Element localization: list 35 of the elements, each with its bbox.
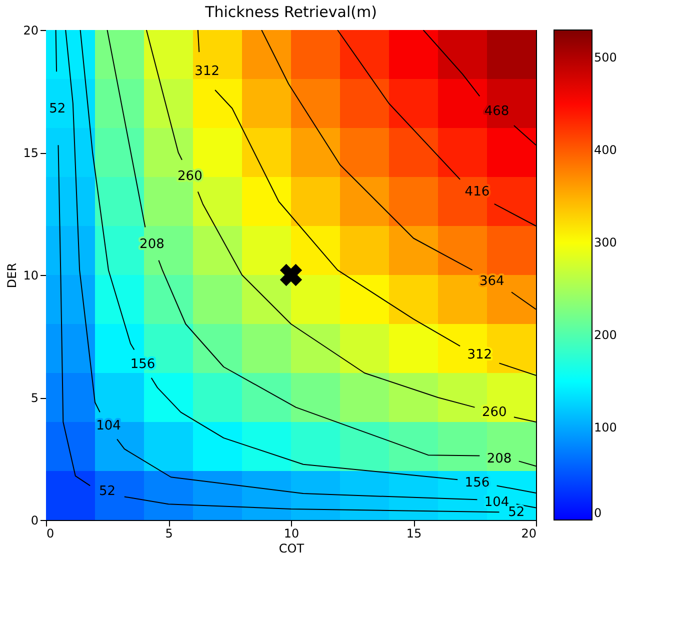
y-tick-label: 5 bbox=[30, 391, 38, 405]
annotation: 468 bbox=[484, 104, 510, 119]
y-tick-label: 15 bbox=[23, 146, 38, 160]
y-axis-title: DER bbox=[5, 262, 20, 288]
color-bar-label: 100 bbox=[594, 420, 617, 435]
x-tick-label: 0 bbox=[46, 526, 54, 540]
annotation: 260 bbox=[482, 405, 507, 420]
annotation: 104 bbox=[484, 494, 510, 510]
annotation: 104 bbox=[96, 418, 121, 434]
chart-title: Thickness Retrieval(m) bbox=[204, 3, 377, 21]
color-bar-label: 500 bbox=[594, 50, 617, 65]
annotation: 208 bbox=[140, 236, 164, 252]
color-bar-label: 0 bbox=[594, 506, 602, 520]
color-bar-label: 200 bbox=[594, 328, 617, 342]
annotation: 208 bbox=[486, 452, 512, 467]
color-bar-label: 300 bbox=[594, 236, 617, 250]
x-axis-title: COT bbox=[278, 542, 305, 556]
annotation: 156 bbox=[464, 476, 490, 491]
annotation: 156 bbox=[130, 356, 156, 372]
y-tick-label: 10 bbox=[23, 268, 38, 282]
annotation: 260 bbox=[178, 168, 202, 184]
annotation: 416 bbox=[464, 184, 490, 200]
annotation: 52 bbox=[508, 505, 525, 520]
annotation: 52 bbox=[98, 484, 116, 500]
x-tick-label: 20 bbox=[521, 526, 536, 540]
x-tick-label: 5 bbox=[165, 526, 173, 540]
y-tick-label: 0 bbox=[30, 514, 38, 528]
color-bar-label: 400 bbox=[594, 143, 617, 158]
x-tick-label: 10 bbox=[284, 526, 300, 540]
x-tick-label: 15 bbox=[406, 526, 422, 540]
annotation: 312 bbox=[194, 64, 220, 80]
y-tick-label: 20 bbox=[23, 24, 38, 38]
annotation: 312 bbox=[467, 348, 492, 363]
annotation: 52 bbox=[49, 101, 66, 116]
annotation: 364 bbox=[479, 274, 504, 290]
